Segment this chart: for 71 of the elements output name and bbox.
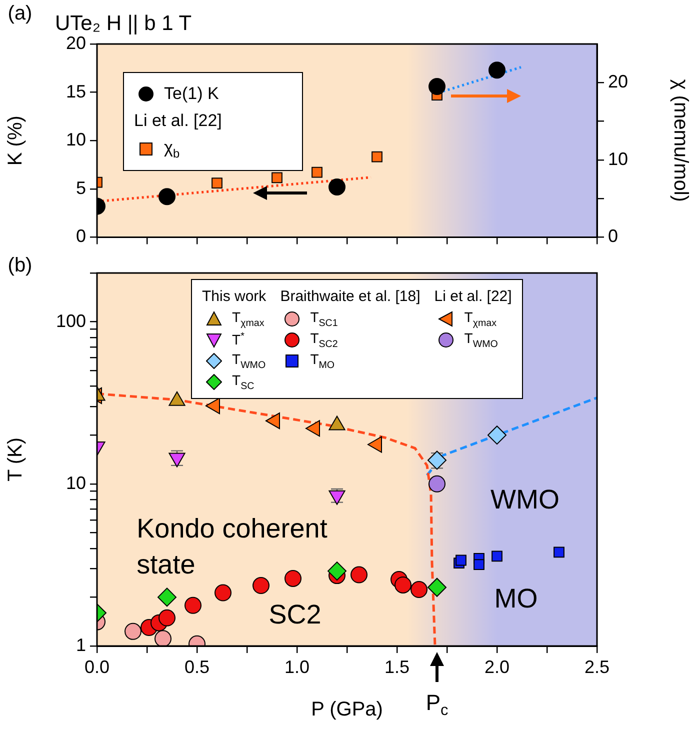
y2-tick-label: 10	[608, 148, 628, 169]
annotation: WMO	[490, 484, 560, 514]
point	[428, 475, 446, 492]
y2-axis-title: χ (memu/mol)	[669, 79, 692, 202]
y2-tick-label: 0	[608, 226, 618, 246]
legend-label: T$_{χmax}$	[464, 308, 496, 328]
legend-label: T$_{WMO}$	[232, 350, 266, 370]
legend-label: T$_{SC}$	[232, 372, 254, 392]
y-tick-label: 15	[66, 81, 86, 102]
x-tick-label: 1.5	[384, 656, 410, 677]
x-tick-label: 0.0	[84, 656, 110, 677]
point	[284, 570, 302, 587]
y-tick-label: 10	[66, 472, 86, 493]
point	[428, 578, 446, 597]
point	[488, 62, 506, 79]
legend-title: Li et al. [22]	[134, 111, 223, 131]
point	[154, 630, 172, 646]
x-tick-label: 2.5	[584, 656, 610, 677]
y-tick-label: 1	[76, 634, 86, 655]
point	[456, 554, 466, 566]
point	[554, 546, 564, 558]
line-series	[426, 396, 597, 477]
x-axis-title: P (GPa)	[311, 698, 383, 721]
point	[372, 151, 382, 162]
point	[394, 576, 412, 594]
point	[124, 622, 142, 640]
text: (a)	[8, 2, 32, 25]
y-axis-title: T (K)	[4, 437, 27, 482]
y2-tick-label: 20	[608, 72, 628, 92]
y-tick-label: 20	[66, 32, 86, 53]
annotation: MO	[494, 583, 538, 614]
legend-label: Te(1) K	[164, 84, 219, 104]
legend-label: T$_{SC2}$	[310, 330, 338, 350]
point	[272, 172, 282, 184]
legend-label: T$^{*}$	[232, 331, 244, 348]
point	[492, 550, 502, 562]
x-tick-label: 1.0	[284, 656, 310, 677]
point	[158, 188, 176, 206]
point	[410, 581, 428, 598]
legend-label: χ$_{b}$	[164, 138, 180, 160]
point	[328, 178, 346, 196]
text: Li et al. [22]	[434, 288, 512, 305]
point	[184, 596, 202, 614]
point	[474, 559, 484, 570]
point	[428, 78, 446, 96]
text: Braithwaite et al. [18]	[280, 288, 420, 305]
text: (b)	[8, 254, 32, 277]
annotation: Kondo coherent state	[136, 513, 328, 580]
legend-label: T$_{SC1}$	[310, 308, 338, 328]
legend-label: T$_{WMO}$	[464, 330, 498, 350]
point	[312, 166, 322, 178]
y-tick-label: 0	[76, 226, 86, 246]
text: This work	[202, 288, 266, 305]
point	[212, 178, 222, 189]
y-axis-title: K (%)	[4, 116, 27, 166]
point	[158, 588, 176, 607]
point	[252, 577, 270, 594]
point	[350, 566, 368, 584]
x-tick-label: 0.5	[184, 656, 210, 677]
chart-title: UTe₂ H || b 1 T	[55, 12, 192, 35]
legend-label: T$_{χmax}$	[232, 308, 264, 328]
y-tick-label: 10	[66, 130, 86, 150]
x-tick-label: 2.0	[484, 656, 510, 677]
point	[328, 562, 346, 581]
point	[214, 584, 232, 602]
legend-label: T$_{MO}$	[310, 350, 335, 370]
y-tick-label: 5	[76, 178, 86, 198]
annotation: SC2	[268, 599, 322, 630]
y-tick-label: 100	[56, 310, 86, 331]
point	[158, 609, 176, 626]
point	[488, 426, 506, 445]
